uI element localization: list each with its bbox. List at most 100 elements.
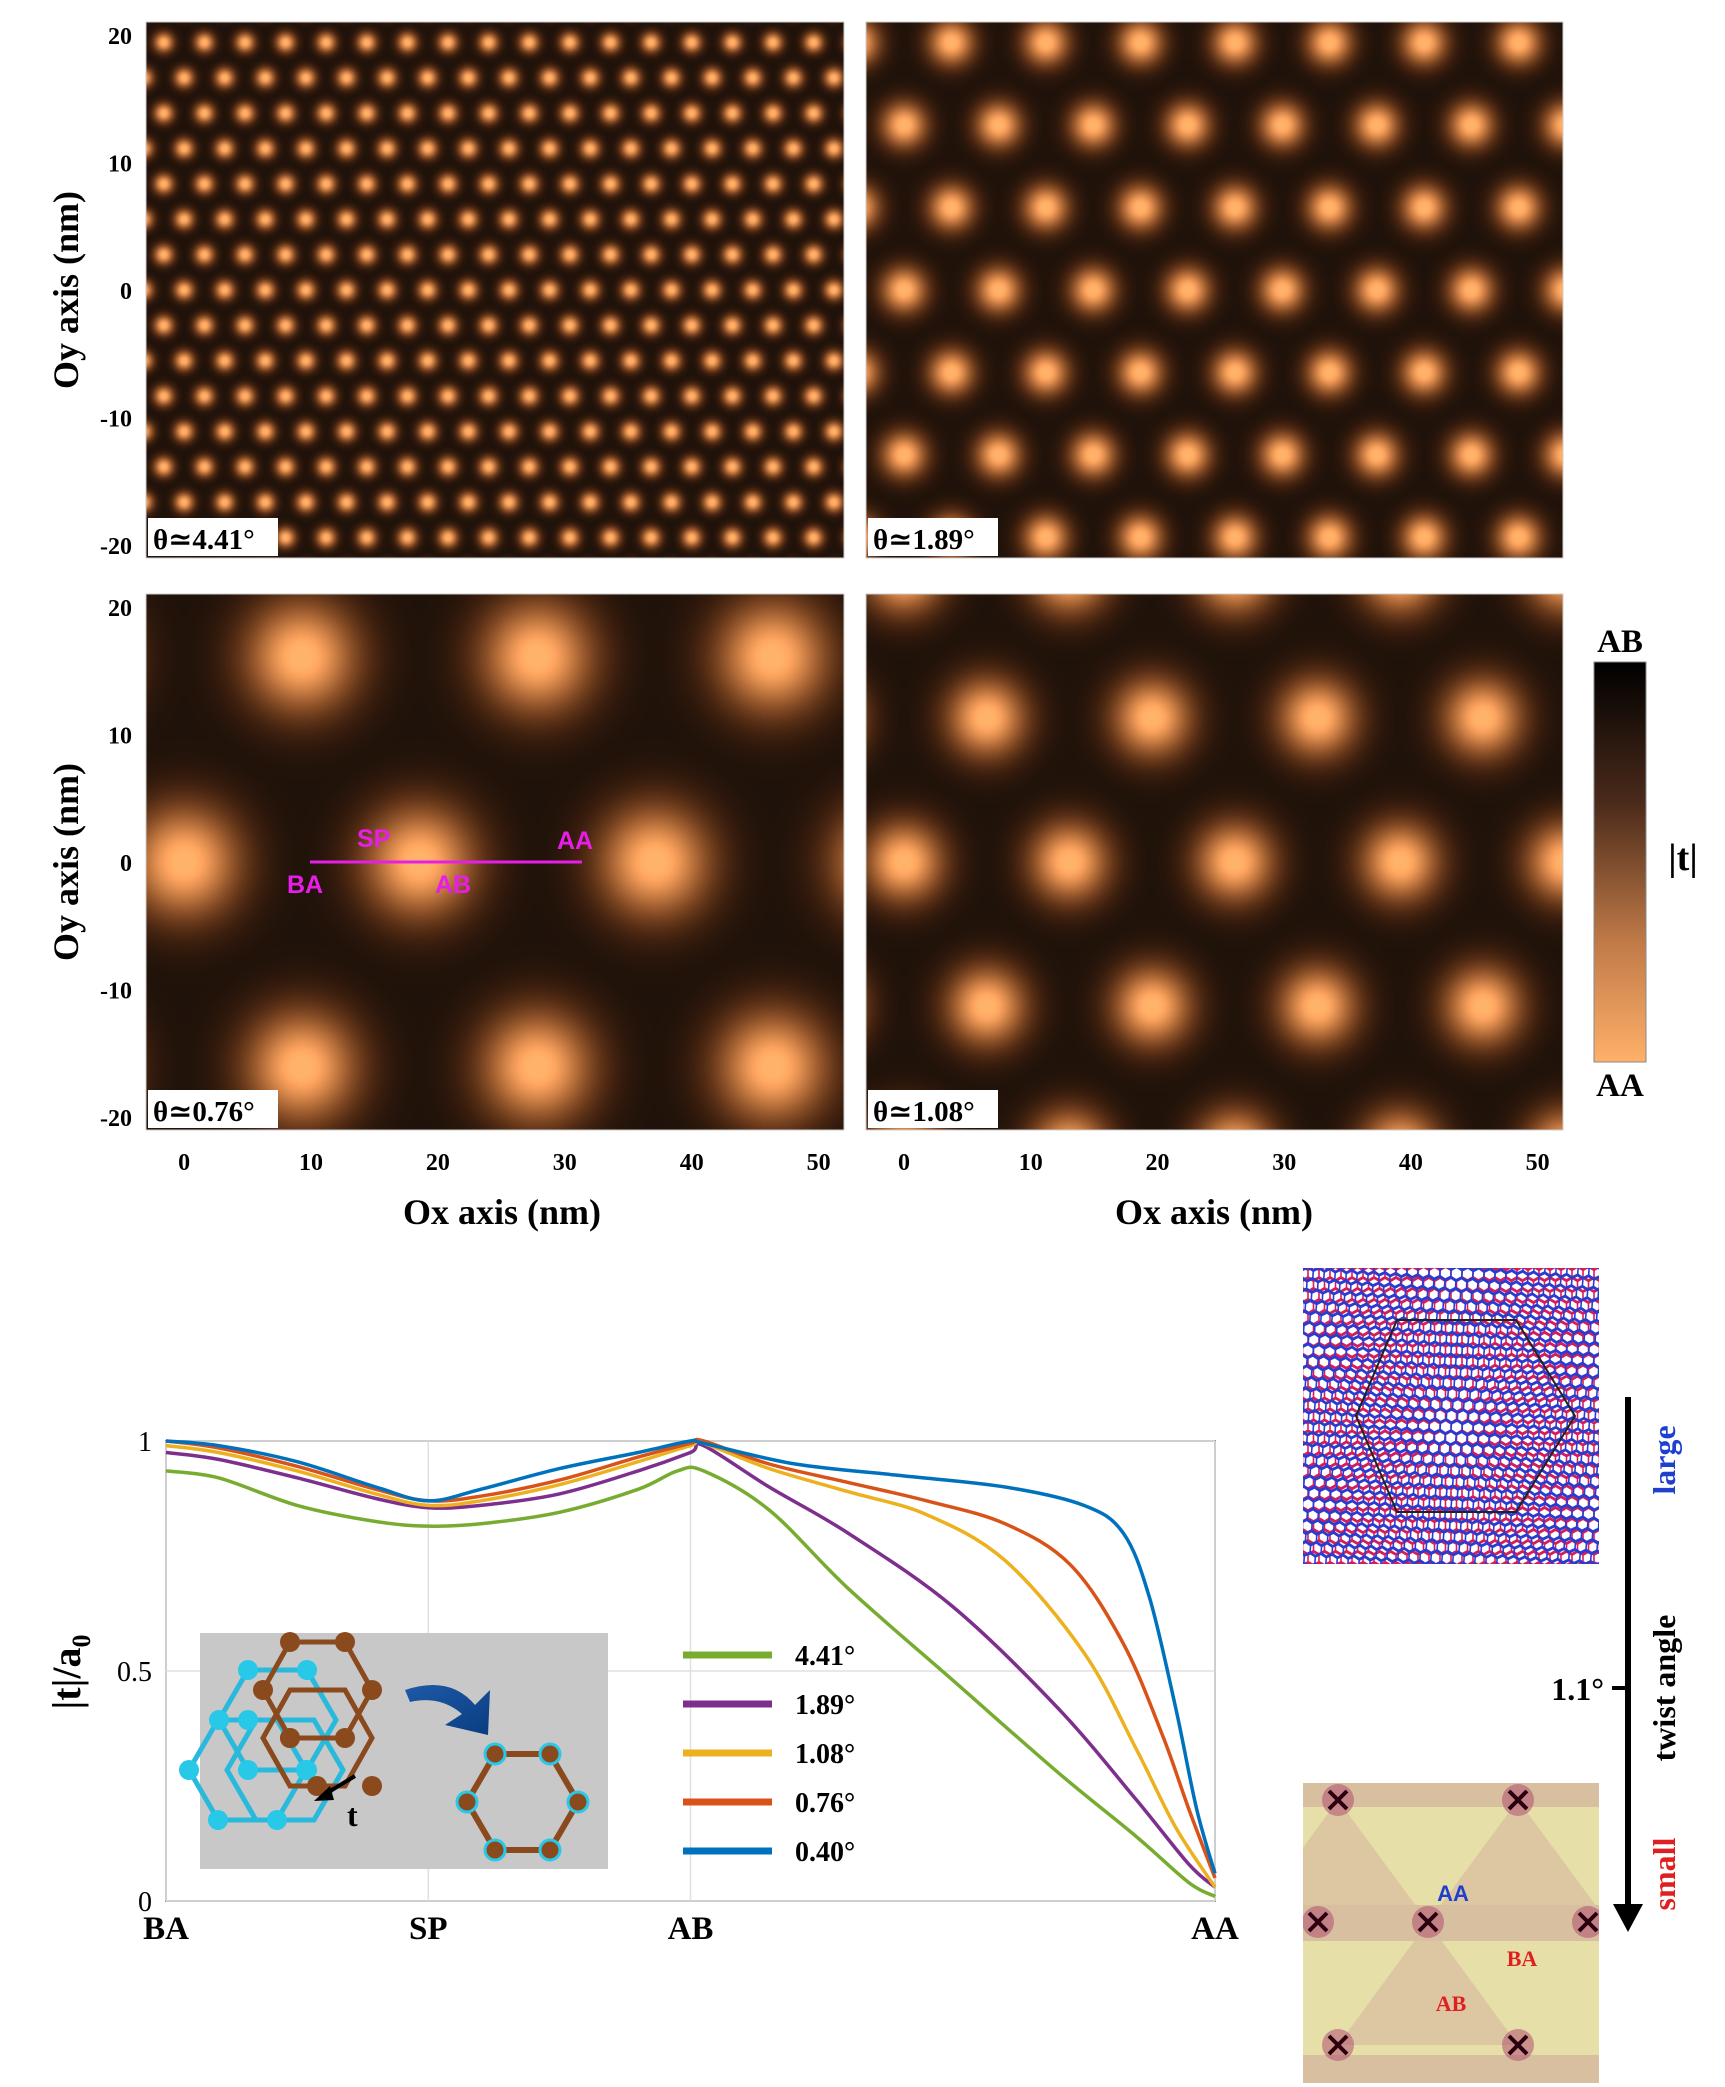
twist-angle-axis: 1.1° large twist angle small: [1551, 1397, 1682, 1932]
y-tick-label: -20: [100, 534, 132, 560]
colorbar-top-label: AB: [1597, 624, 1643, 660]
angle-label: θ≃1.08°: [873, 1096, 975, 1128]
stacking-domain: [1338, 1922, 1518, 2045]
y-tick-label: 20: [108, 596, 132, 622]
angle-label: θ≃0.76°: [153, 1096, 255, 1128]
x-tick-label: 30: [1272, 1150, 1296, 1176]
twist-axis-arrowhead: [1613, 1904, 1643, 1932]
stacking-label-ab: AB: [1436, 1991, 1467, 2016]
heatmap-image: [146, 22, 844, 558]
line-x-ticks: BA SP AB AA: [143, 1911, 1239, 1947]
brown-hexagon: [253, 1632, 382, 1796]
heatmap-panel-top-left: θ≃4.41°: [145, 21, 845, 559]
transform-arrow: [405, 1685, 490, 1735]
heatmap-image: [866, 594, 1563, 1130]
line-y-tick-label: 1: [138, 1427, 152, 1458]
path-label-ba: BA: [287, 871, 323, 899]
lattice-layer: [1303, 1268, 1599, 1564]
y-tick-label: 0: [120, 851, 132, 877]
y-tick-label: -20: [100, 1106, 132, 1132]
heatmap-panel-bottom-left: θ≃0.76° SP AA BA AB: [145, 593, 845, 1131]
small-label: small: [1646, 1837, 1682, 1910]
path-label-ab: AB: [435, 871, 471, 899]
aa-node: [1417, 1911, 1439, 1933]
stacking-band: [1303, 2055, 1599, 2083]
heatmap-panel-bottom-right: θ≃1.08°: [865, 593, 1564, 1131]
stacking-label-aa: AA: [1437, 1881, 1469, 1906]
angle-label: θ≃4.41°: [153, 524, 255, 556]
legend-label: 1.08°: [795, 1739, 855, 1770]
stacking-label-ba: BA: [1507, 1946, 1538, 1971]
x-tick-label: 0: [178, 1150, 190, 1176]
aa-node: [1327, 1789, 1349, 1811]
x-tick-label: 40: [1399, 1150, 1423, 1176]
series-lines: [165, 1437, 1217, 1898]
cyan-atoms: [179, 1660, 317, 1830]
line-y-axis-label-sub: 0: [67, 1634, 96, 1647]
aa-node: [1507, 2034, 1529, 2056]
aa-node: [1307, 1911, 1329, 1933]
x-ticks-right: 0 10 20 30 40 50: [898, 1150, 1550, 1176]
colorbar-bottom-label: AA: [1596, 1068, 1644, 1104]
line-x-tick-label: BA: [143, 1911, 189, 1947]
line-y-axis-label: |t|/a0: [44, 1634, 96, 1709]
line-x-tick-label: SP: [409, 1911, 448, 1947]
y-tick-label: 0: [120, 279, 132, 305]
legend: 4.41° 1.89° 1.08° 0.76° 0.40°: [683, 1641, 855, 1868]
path-label-sp: SP: [357, 825, 390, 853]
aa-node: [1507, 1789, 1529, 1811]
colorbar: AB AA |t|: [1593, 624, 1698, 1104]
t-label: t: [347, 1797, 358, 1833]
x-tick-label: 10: [299, 1150, 323, 1176]
x-tick-label: 50: [807, 1150, 831, 1176]
inset-schematic: t: [179, 1632, 608, 1869]
angle-label: θ≃1.89°: [873, 524, 975, 556]
x-ticks-left: 0 10 20 30 40 50: [178, 1150, 831, 1176]
series-line: [165, 1465, 1216, 1898]
legend-label: 1.89°: [795, 1690, 855, 1721]
stacking-domain-image: AA BA AB: [1303, 1783, 1599, 2083]
x-tick-label: 0: [898, 1150, 910, 1176]
y-ticks-top: -20 -10 0 10 20: [100, 24, 132, 560]
line-x-tick-label: AA: [1191, 1911, 1239, 1947]
y-axis-label-bottom: Oy axis (nm): [46, 763, 86, 961]
colorbar-bar: [1593, 661, 1647, 1063]
y-tick-label: 10: [108, 723, 132, 749]
aa-node: [1577, 1911, 1599, 1933]
heatmap-axes: Oy axis (nm) Oy axis (nm) -20 -10 0 10 20 -2…: [46, 24, 1550, 1232]
x-axis-label-right: Ox axis (nm): [1115, 1192, 1313, 1232]
moire-lattice-image: [1303, 1268, 1599, 1564]
line-y-ticks: 00.51: [117, 1427, 152, 1918]
path-label-aa: AA: [557, 827, 593, 855]
stacking-domain: [1303, 1800, 1428, 1922]
legend-label: 4.41°: [795, 1641, 855, 1672]
moire-hexagon: [1354, 1319, 1577, 1513]
t-arrowhead: [314, 1786, 334, 1801]
legend-label: 0.40°: [795, 1837, 855, 1868]
colorbar-label: |t|: [1668, 837, 1697, 879]
heatmap-panel-top-right: θ≃1.89°: [865, 21, 1564, 559]
y-ticks-bottom: -20 -10 0 10 20: [100, 596, 132, 1132]
result-hexagon: [455, 1742, 590, 1862]
x-tick-label: 20: [426, 1150, 450, 1176]
x-axis-label-left: Ox axis (nm): [403, 1192, 601, 1232]
x-tick-label: 40: [680, 1150, 704, 1176]
x-tick-label: 50: [1526, 1150, 1550, 1176]
line-y-tick-label: 0.5: [117, 1657, 152, 1688]
line-y-axis-label-main: |t|/a: [44, 1647, 89, 1709]
legend-label: 0.76°: [795, 1788, 855, 1819]
aa-node: [1327, 2034, 1349, 2056]
series-line: [165, 1438, 1217, 1874]
twist-angle-label: twist angle: [1646, 1615, 1682, 1762]
line-chart: 00.51 BA SP AB AA |t|/a0: [44, 1427, 1239, 1947]
y-tick-label: -10: [100, 979, 132, 1005]
stacking-domain: [1428, 1800, 1599, 1922]
x-tick-label: 10: [1019, 1150, 1043, 1176]
y-tick-label: -10: [100, 407, 132, 433]
twist-axis-tick-label: 1.1°: [1551, 1671, 1604, 1707]
x-tick-label: 30: [553, 1150, 577, 1176]
x-tick-label: 20: [1145, 1150, 1169, 1176]
y-tick-label: 20: [108, 24, 132, 50]
line-x-tick-label: AB: [668, 1911, 714, 1947]
